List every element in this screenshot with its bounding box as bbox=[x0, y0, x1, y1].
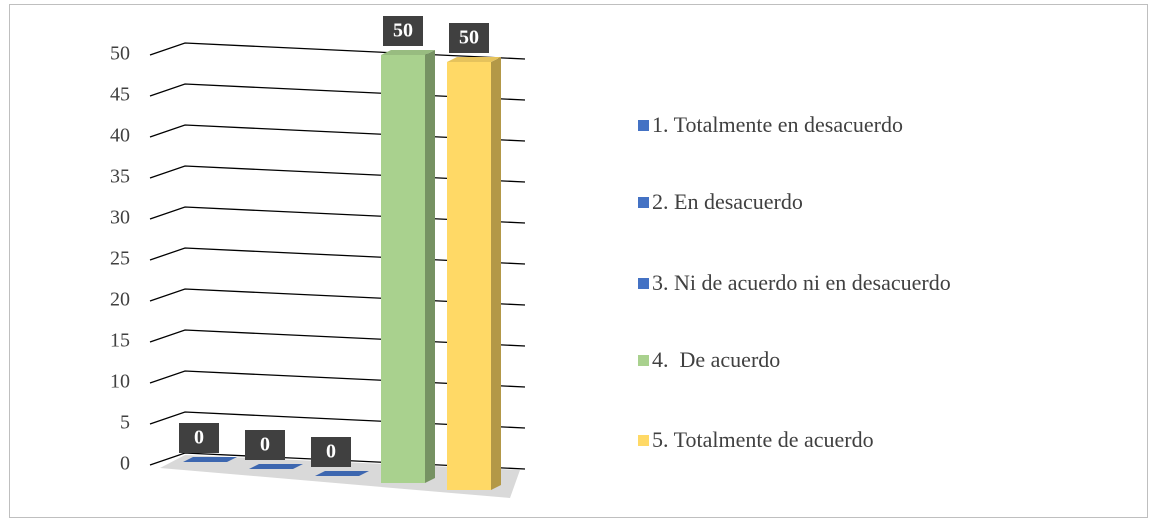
y-tick-label: 5 bbox=[120, 412, 130, 434]
legend-label: 2. En desacuerdo bbox=[652, 189, 803, 214]
bar-top bbox=[183, 457, 237, 462]
bar-top bbox=[381, 50, 435, 55]
data-label-box bbox=[179, 423, 219, 453]
bar-top bbox=[447, 57, 501, 62]
y-tick-label: 10 bbox=[110, 371, 130, 393]
data-label: 0 bbox=[260, 434, 270, 456]
bar-side bbox=[491, 57, 501, 490]
data-label: 0 bbox=[326, 441, 336, 463]
legend-swatch bbox=[638, 435, 649, 446]
legend-item: 1. Totalmente en desacuerdo bbox=[638, 108, 998, 142]
y-tick-label: 50 bbox=[110, 43, 130, 65]
y-tick-label: 30 bbox=[110, 207, 130, 229]
legend-label: 1. Totalmente en desacuerdo bbox=[652, 112, 903, 137]
y-tick-label: 20 bbox=[110, 289, 130, 311]
data-label-box bbox=[311, 437, 351, 467]
data-label: 50 bbox=[459, 27, 479, 49]
legend-item: 4. De acuerdo bbox=[638, 343, 998, 377]
y-tick-label: 0 bbox=[120, 453, 130, 475]
bar bbox=[249, 464, 303, 469]
bar-top bbox=[249, 464, 303, 469]
bar-front bbox=[447, 62, 491, 490]
bar bbox=[381, 50, 435, 483]
y-tick-label: 25 bbox=[110, 248, 130, 270]
y-tick-label: 40 bbox=[110, 125, 130, 147]
y-tick-label: 45 bbox=[110, 84, 130, 106]
legend-swatch bbox=[638, 197, 649, 208]
data-label: 50 bbox=[393, 20, 413, 42]
legend-label: 5. Totalmente de acuerdo bbox=[652, 427, 874, 452]
legend-item: 3. Ni de acuerdo ni en desacuerdo bbox=[638, 266, 998, 300]
legend-swatch bbox=[638, 120, 649, 131]
legend-swatch bbox=[638, 355, 649, 366]
legend-swatch bbox=[638, 278, 649, 289]
y-tick-label: 35 bbox=[110, 166, 130, 188]
y-tick-label: 15 bbox=[110, 330, 130, 352]
bar-side bbox=[425, 50, 435, 483]
legend-item: 2. En desacuerdo bbox=[638, 185, 998, 219]
legend-item: 5. Totalmente de acuerdo bbox=[638, 423, 998, 457]
data-label-box bbox=[383, 16, 423, 46]
floor bbox=[160, 455, 520, 498]
legend-label: 4. De acuerdo bbox=[652, 347, 781, 372]
data-label: 0 bbox=[194, 427, 204, 449]
bar-front bbox=[381, 55, 425, 483]
bar-top bbox=[315, 471, 369, 476]
bar bbox=[183, 457, 237, 462]
chart-frame bbox=[9, 4, 1148, 518]
bar bbox=[447, 57, 501, 490]
legend-label: 3. Ni de acuerdo ni en desacuerdo bbox=[652, 270, 951, 295]
data-label-box bbox=[245, 430, 285, 460]
data-label-box bbox=[449, 23, 489, 53]
bar bbox=[315, 471, 369, 476]
